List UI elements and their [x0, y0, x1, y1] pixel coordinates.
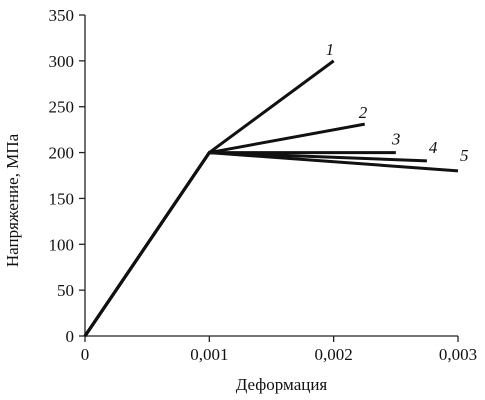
y-tick-label: 250	[49, 98, 75, 117]
series-line-3	[83, 151, 396, 337]
series-labels: 1 2 3 4 5	[326, 40, 469, 165]
series-label-1: 1	[326, 40, 335, 59]
x-tick-label: 0,003	[439, 345, 477, 364]
y-axis-ticks: 0 50 100 150 200 250 300 350	[49, 6, 85, 346]
x-axis-ticks: 0 0,001 0,002 0,003	[81, 336, 477, 364]
y-tick-label: 0	[66, 327, 75, 346]
series-line-1	[83, 59, 335, 337]
y-tick-label: 50	[57, 281, 74, 300]
x-tick-label: 0,002	[315, 345, 353, 364]
series-label-4: 4	[429, 138, 438, 157]
series-line-4	[83, 151, 427, 337]
x-tick-label: 0	[81, 345, 90, 364]
series-line-5	[83, 151, 459, 337]
x-axis-title: Деформация	[236, 375, 328, 394]
y-tick-label: 100	[49, 235, 75, 254]
series-label-2: 2	[359, 103, 368, 122]
series-label-3: 3	[391, 130, 401, 149]
x-tick-label: 0,001	[190, 345, 228, 364]
y-tick-label: 350	[49, 6, 75, 25]
series-label-5: 5	[460, 146, 469, 165]
y-tick-label: 300	[49, 52, 75, 71]
y-tick-label: 150	[49, 189, 75, 208]
y-tick-label: 200	[49, 144, 75, 163]
series-lines	[83, 59, 459, 337]
y-axis-title: Напряжение, МПа	[3, 133, 22, 267]
